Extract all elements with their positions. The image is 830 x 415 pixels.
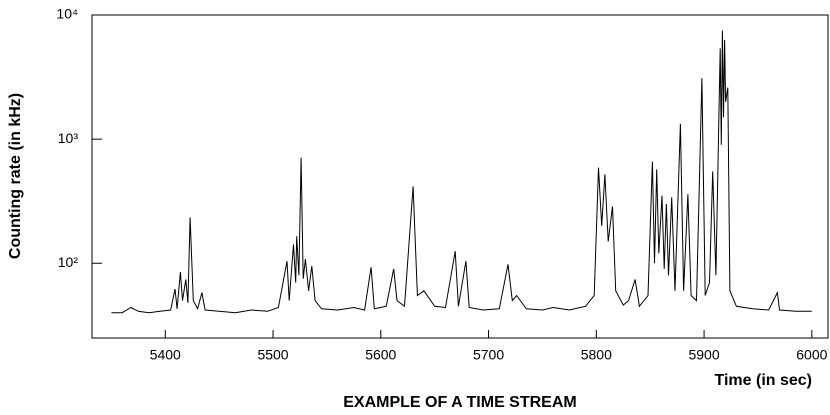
x-tick-label: 5800 [581,347,612,363]
x-tick-label: 5600 [365,347,396,363]
y-axis-label: Counting rate (in kHz) [7,93,24,259]
x-tick-label: 5400 [150,347,181,363]
x-axis-label: Time (in sec) [714,372,812,389]
x-tick-label: 5900 [688,347,719,363]
x-tick-label: 6000 [796,347,827,363]
x-tick-label: 5700 [473,347,504,363]
y-tick-label: 10³ [58,130,79,146]
chart-title: EXAMPLE OF A TIME STREAM [343,394,576,411]
plot-frame [91,14,829,339]
y-tick-label: 10⁴ [56,6,78,22]
data-line [111,30,812,314]
y-tick-label: 10² [58,254,79,270]
x-tick-label: 5500 [257,347,288,363]
